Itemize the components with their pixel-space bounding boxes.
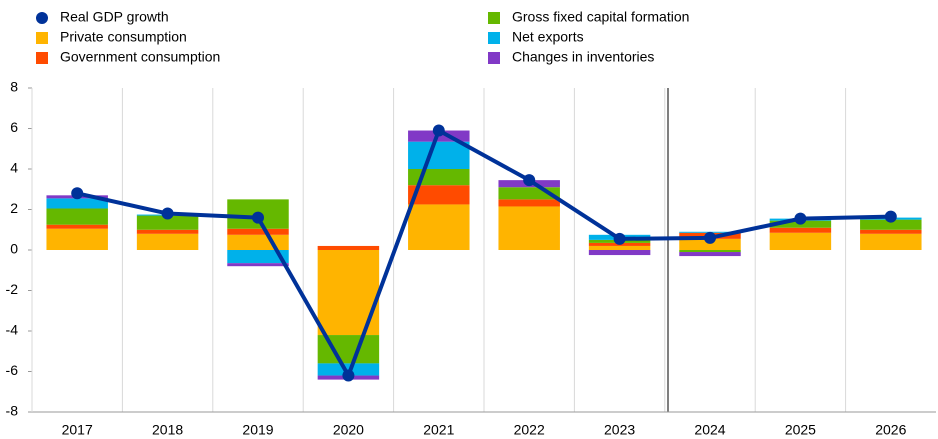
- bar-segment: [679, 252, 741, 257]
- x-tick-label: 2023: [604, 422, 635, 438]
- gdp-point: [704, 231, 716, 244]
- x-tick-label: 2017: [62, 422, 93, 438]
- legend-marker: [36, 52, 48, 64]
- gdp-point: [252, 211, 264, 224]
- y-tick-label: 4: [10, 160, 18, 176]
- legend-label: Changes in inventories: [512, 49, 654, 65]
- gdp-point: [71, 187, 84, 200]
- bar-segment: [588, 250, 651, 256]
- bar-segment: [408, 185, 470, 205]
- bar-segment: [227, 263, 289, 267]
- x-tick-label: 2022: [514, 422, 545, 438]
- bar-segment: [46, 208, 108, 225]
- gdp-point: [794, 212, 807, 225]
- bar-segment: [408, 204, 470, 250]
- y-tick-label: 8: [10, 79, 18, 95]
- gdp-point: [342, 369, 355, 382]
- legend-marker: [488, 52, 500, 64]
- bar-segment: [317, 363, 380, 376]
- bar-segment: [136, 233, 199, 250]
- bar-segment: [227, 250, 289, 264]
- gdp-point: [613, 232, 626, 245]
- legend-label: Government consumption: [60, 49, 220, 65]
- bar-segment: [46, 224, 108, 229]
- x-tick-label: 2021: [423, 422, 454, 438]
- bar-segment: [227, 228, 289, 235]
- bar-segment: [227, 234, 289, 250]
- legend-marker: [488, 32, 500, 44]
- bar-segment: [860, 233, 922, 250]
- legend-label: Gross fixed capital formation: [512, 9, 689, 25]
- bar-segment: [679, 250, 741, 253]
- y-tick-label: -6: [6, 362, 19, 378]
- legend-marker: [36, 32, 48, 44]
- bar-segment: [860, 219, 922, 230]
- bar-segment: [860, 229, 922, 234]
- gdp-point: [523, 174, 536, 187]
- x-tick-label: 2019: [242, 422, 273, 438]
- legend-marker: [36, 12, 48, 24]
- y-tick-label: -4: [6, 322, 19, 338]
- bar-segment: [769, 227, 832, 233]
- x-tick-label: 2024: [694, 422, 725, 438]
- bar-segment: [588, 245, 651, 250]
- bar-segment: [408, 141, 470, 169]
- x-tick-label: 2026: [875, 422, 906, 438]
- bar-segment: [46, 228, 108, 250]
- legend-label: Private consumption: [60, 29, 187, 45]
- y-tick-label: 6: [10, 119, 18, 135]
- x-tick-label: 2025: [785, 422, 816, 438]
- y-tick-label: -8: [6, 403, 19, 419]
- gdp-point: [432, 124, 445, 137]
- legend-label: Real GDP growth: [60, 9, 169, 25]
- gdp-line: [76, 128, 891, 378]
- gdp-point: [884, 210, 897, 223]
- x-tick-label: 2018: [152, 422, 183, 438]
- gdp-point: [161, 207, 174, 220]
- y-tick-label: -2: [6, 281, 19, 297]
- bar-segment: [679, 238, 741, 250]
- bar-segment: [408, 169, 470, 186]
- bar-segment: [136, 229, 199, 234]
- bar-segment: [498, 199, 560, 207]
- y-tick-label: 2: [10, 200, 18, 216]
- legend-label: Net exports: [512, 29, 584, 45]
- x-tick-label: 2020: [333, 422, 364, 438]
- y-tick-label: 0: [10, 241, 18, 257]
- bar-segment: [46, 198, 108, 209]
- bar-segment: [136, 215, 199, 230]
- bar-segment: [498, 206, 560, 250]
- legend-marker: [488, 12, 500, 24]
- bar-segment: [317, 245, 380, 250]
- bar-segment: [769, 232, 832, 250]
